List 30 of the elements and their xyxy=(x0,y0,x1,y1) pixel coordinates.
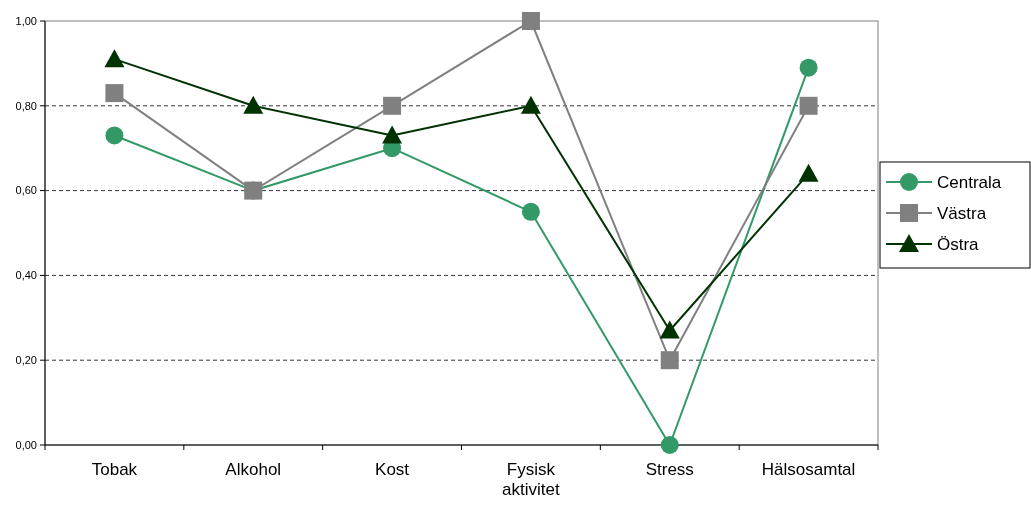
y-tick-label: 1,00 xyxy=(15,14,37,27)
point xyxy=(521,202,540,221)
point xyxy=(521,12,540,30)
x-tick-label: Tobak xyxy=(91,460,138,479)
point xyxy=(659,320,680,339)
point xyxy=(383,96,402,115)
y-tick-label: 0,80 xyxy=(15,99,37,112)
legend-label: Östra xyxy=(937,234,980,254)
legend-label: Västra xyxy=(937,203,987,223)
x-tick-label: Alkohol xyxy=(225,460,282,479)
y-tick-label: 0,20 xyxy=(15,354,37,367)
y-tick-label: 0,40 xyxy=(15,269,37,282)
point xyxy=(660,351,679,370)
x-tick-label: Hälsosamtal xyxy=(761,460,856,479)
point xyxy=(105,126,124,145)
point xyxy=(104,49,125,68)
point xyxy=(382,125,403,144)
point xyxy=(798,163,819,182)
x-tick-label: Kost xyxy=(375,460,410,479)
point xyxy=(105,84,124,103)
x-tick-label: Stress xyxy=(645,460,694,479)
y-tick-label: 0,00 xyxy=(15,438,37,451)
point xyxy=(799,96,818,115)
point xyxy=(520,95,541,114)
point xyxy=(243,95,264,114)
x-tick-label: Fysisk aktivitet xyxy=(502,460,561,500)
legend-label: Centrala xyxy=(937,172,1002,192)
point xyxy=(660,436,679,454)
y-tick-label: 0,60 xyxy=(15,184,37,197)
point xyxy=(799,58,818,77)
